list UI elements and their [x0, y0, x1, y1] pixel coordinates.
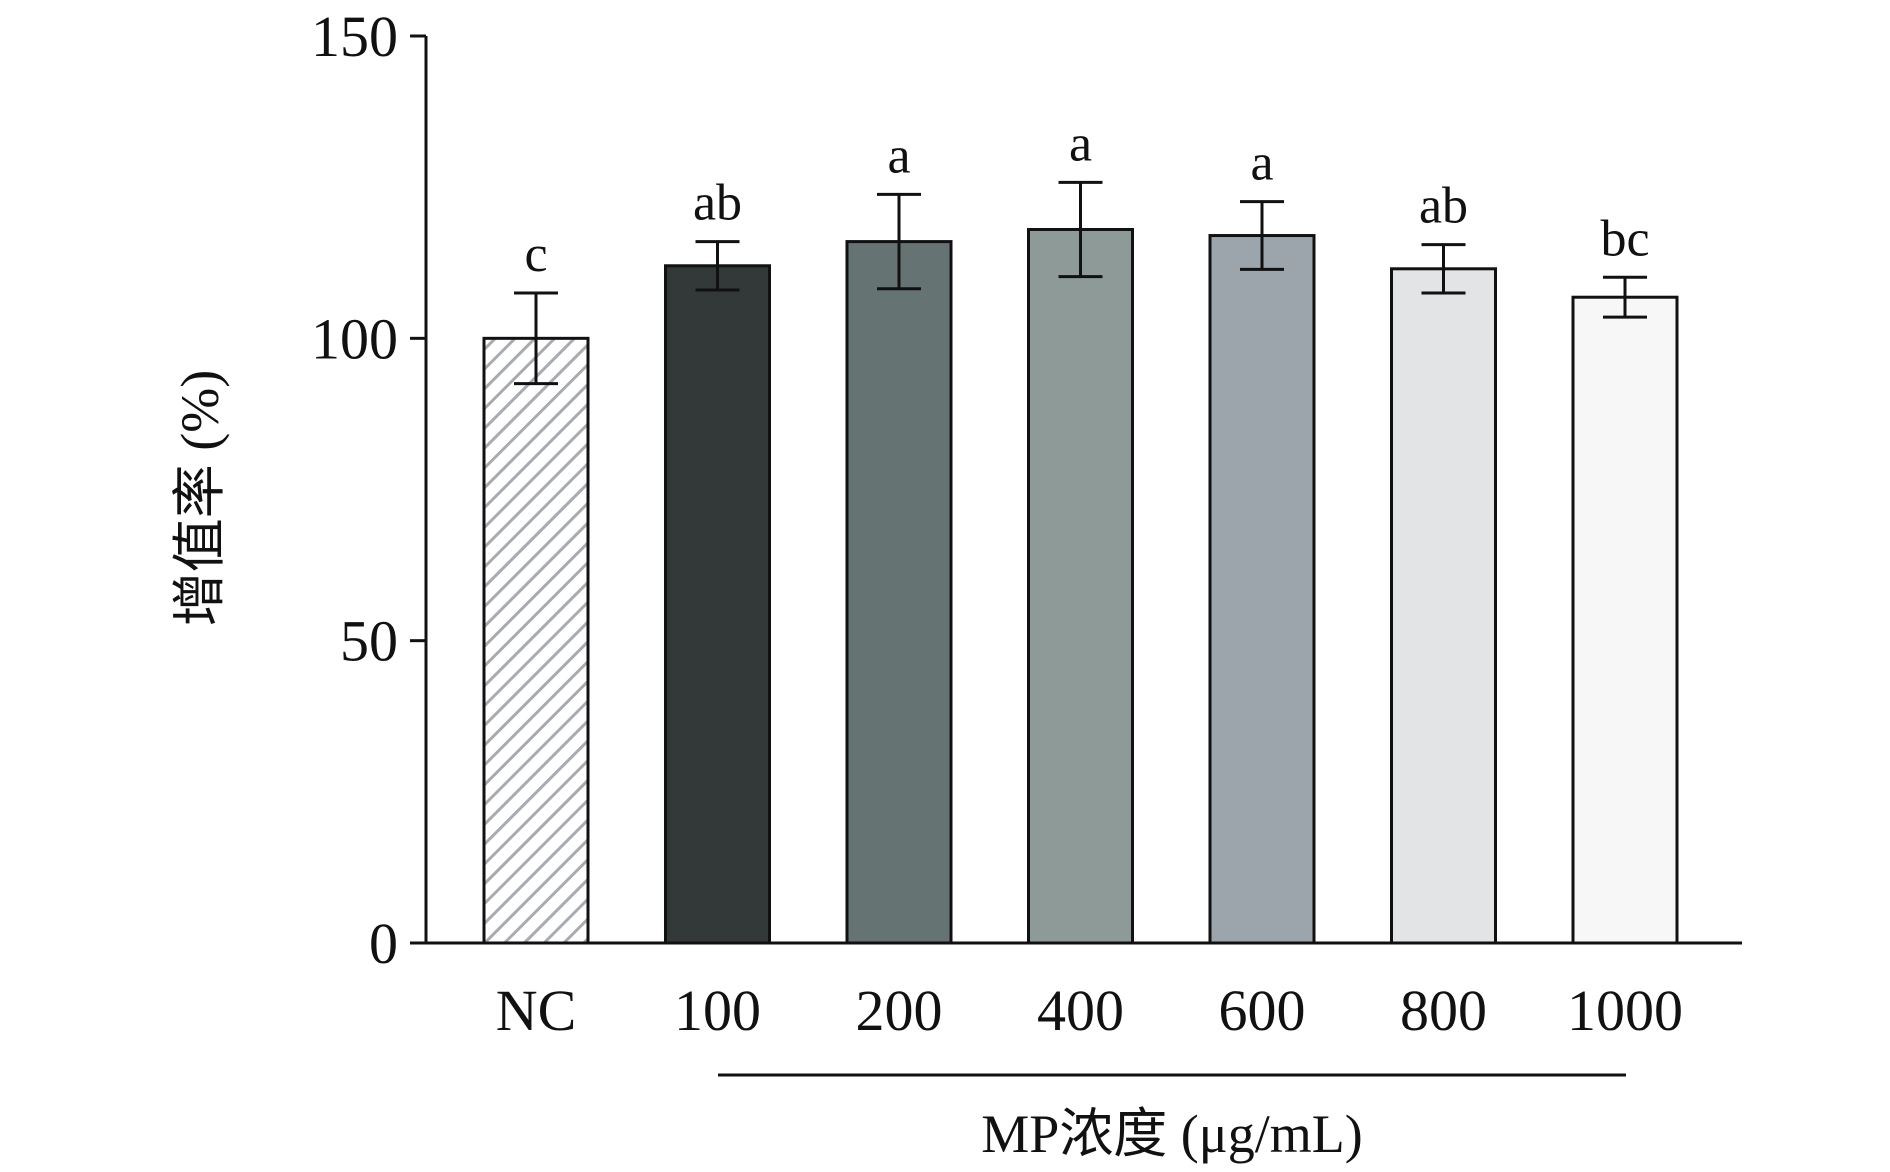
- y-tick-label: 100: [311, 306, 398, 371]
- x-axis-label: MP浓度 (μg/mL): [981, 1104, 1362, 1164]
- x-tick-label: 600: [1219, 978, 1306, 1043]
- x-tick-label: NC: [496, 978, 577, 1043]
- x-tick-label: 400: [1037, 978, 1124, 1043]
- y-tick-label: 50: [340, 609, 398, 674]
- significance-label-400: a: [1069, 115, 1092, 172]
- bar-100: [664, 264, 771, 945]
- bar-1000: [1571, 295, 1679, 945]
- bar-600: [1208, 234, 1316, 945]
- y-ticks: 0 50 100 150: [311, 4, 426, 976]
- x-ticks: NC 100 200 400 600 800 1000: [496, 978, 1683, 1043]
- x-tick-label: 800: [1400, 978, 1487, 1043]
- significance-label-800: ab: [1419, 178, 1468, 235]
- x-tick-label: 200: [856, 978, 943, 1043]
- x-tick-label: 1000: [1567, 978, 1683, 1043]
- bar-800: [1390, 267, 1497, 945]
- y-tick-label: 0: [369, 911, 398, 976]
- y-tick-label: 150: [311, 4, 398, 69]
- significance-label-1000: bc: [1600, 210, 1649, 267]
- bar-200: [845, 240, 953, 945]
- significance-label-200: a: [887, 127, 910, 184]
- y-axis-label: 增值率 (%): [170, 370, 230, 626]
- bar-400: [1027, 227, 1134, 945]
- significance-label-100: ab: [693, 175, 742, 232]
- x-tick-label: 100: [674, 978, 761, 1043]
- significance-label-NC: c: [524, 226, 547, 283]
- significance-label-600: a: [1250, 135, 1273, 192]
- bars: c ab a a a ab bc: [482, 115, 1679, 945]
- bar-NC: [482, 336, 590, 945]
